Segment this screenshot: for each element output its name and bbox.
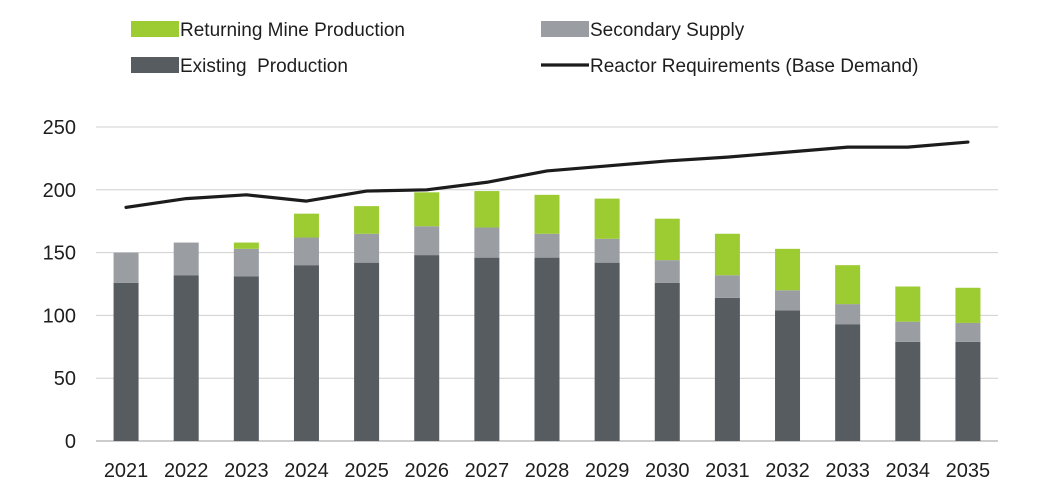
bar-secondary-supply-2022 (173, 242, 199, 276)
y-tick-label: 250 (43, 117, 76, 139)
x-tick-label: 2032 (765, 460, 810, 482)
x-tick-label: 2023 (224, 460, 269, 482)
x-tick-label: 2024 (284, 460, 329, 482)
bar-returning-mine-production-2030 (654, 218, 680, 261)
bar-existing-production-2021 (113, 282, 139, 441)
x-tick-label: 2035 (946, 460, 991, 482)
x-tick-label: 2027 (465, 460, 510, 482)
bar-secondary-supply-2029 (594, 238, 620, 263)
y-tick-label: 0 (65, 431, 76, 453)
y-tick-label: 100 (43, 305, 76, 327)
bar-existing-production-2035 (955, 341, 981, 441)
bar-secondary-supply-2034 (895, 321, 921, 342)
legend-label: Reactor Requirements (Base Demand) (590, 56, 918, 77)
y-tick-label: 200 (43, 180, 76, 202)
bar-existing-production-2023 (233, 276, 259, 441)
bar-returning-mine-production-2028 (534, 194, 560, 234)
bar-returning-mine-production-2033 (835, 265, 861, 305)
bar-existing-production-2031 (714, 297, 740, 441)
bar-existing-production-2027 (474, 257, 500, 441)
legend-swatch (541, 21, 589, 37)
x-tick-label: 2033 (825, 460, 870, 482)
bar-returning-mine-production-2025 (354, 206, 380, 234)
legend: Returning Mine Production Secondary Suppl… (131, 20, 918, 77)
bar-secondary-supply-2032 (775, 290, 801, 311)
x-tick-label: 2031 (705, 460, 750, 482)
y-tick-label: 50 (54, 368, 76, 390)
bar-existing-production-2029 (594, 262, 620, 441)
bar-secondary-supply-2031 (714, 275, 740, 298)
x-tick-label: 2030 (645, 460, 690, 482)
legend-label: Existing Production (180, 56, 348, 77)
bar-secondary-supply-2025 (354, 233, 380, 263)
y-axis: 0 50 100 150 200 250 (43, 117, 76, 453)
x-tick-label: 2021 (104, 460, 149, 482)
bar-returning-mine-production-2023 (233, 242, 259, 249)
bar-secondary-supply-2033 (835, 304, 861, 325)
x-tick-label: 2028 (525, 460, 570, 482)
demand-line (124, 140, 970, 209)
bar-existing-production-2024 (293, 265, 319, 441)
x-tick-label: 2025 (344, 460, 389, 482)
x-tick-label: 2022 (164, 460, 209, 482)
bar-existing-production-2032 (775, 310, 801, 441)
bar-existing-production-2028 (534, 257, 560, 441)
bar-existing-production-2030 (654, 282, 680, 441)
bar-existing-production-2026 (414, 255, 440, 441)
bar-returning-mine-production-2027 (474, 191, 500, 228)
x-tick-label: 2026 (404, 460, 449, 482)
bar-existing-production-2025 (354, 262, 380, 441)
legend-swatch (131, 21, 179, 37)
bar-returning-mine-production-2029 (594, 198, 620, 239)
legend-label: Returning Mine Production (180, 20, 405, 41)
bars (113, 191, 981, 441)
bar-existing-production-2033 (835, 324, 861, 441)
x-tick-label: 2034 (886, 460, 931, 482)
bar-existing-production-2022 (173, 275, 199, 441)
x-axis: 2021 2022 2023 2024 2025 2026 2027 2028 2029 2030… (104, 460, 990, 482)
bar-secondary-supply-2026 (414, 226, 440, 256)
bar-secondary-supply-2021 (113, 252, 139, 283)
bar-returning-mine-production-2035 (955, 287, 981, 323)
x-tick-label: 2029 (585, 460, 630, 482)
bar-secondary-supply-2035 (955, 322, 981, 342)
bar-existing-production-2034 (895, 341, 921, 441)
bar-secondary-supply-2028 (534, 233, 560, 258)
bar-returning-mine-production-2034 (895, 286, 921, 322)
bar-secondary-supply-2027 (474, 227, 500, 258)
bar-returning-mine-production-2031 (714, 233, 740, 276)
bar-secondary-supply-2030 (654, 260, 680, 283)
y-tick-label: 150 (43, 243, 76, 265)
bar-secondary-supply-2023 (233, 248, 259, 277)
bar-returning-mine-production-2024 (293, 213, 319, 238)
bar-secondary-supply-2024 (293, 237, 319, 266)
bar-returning-mine-production-2032 (775, 248, 801, 291)
legend-label: Secondary Supply (590, 20, 745, 41)
bar-returning-mine-production-2026 (414, 192, 440, 227)
legend-swatch (131, 57, 179, 73)
